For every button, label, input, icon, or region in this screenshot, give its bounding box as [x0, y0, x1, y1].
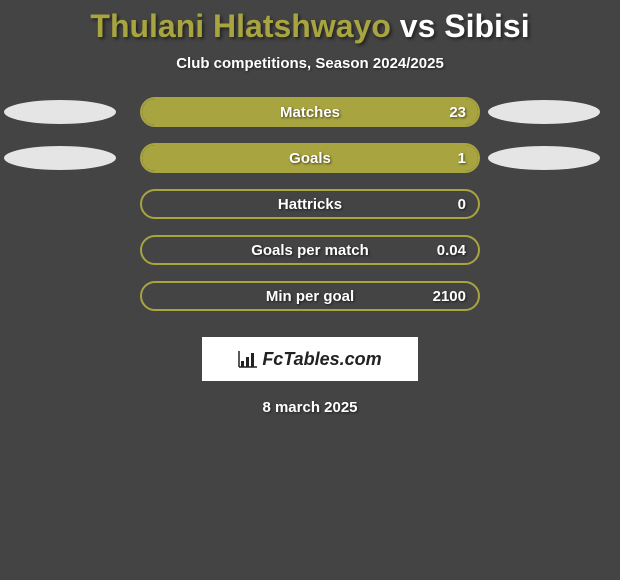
stat-value: 0.04: [437, 237, 466, 263]
right-ellipse: [488, 100, 600, 124]
left-ellipse: [4, 146, 116, 170]
vs-text: vs: [400, 8, 436, 44]
right-ellipse: [488, 146, 600, 170]
stat-row: Hattricks0: [0, 189, 620, 219]
stats-area: Matches23 Goals1 Hattricks0 Goals per match…: [0, 97, 620, 327]
stat-bar: Matches23: [140, 97, 480, 127]
stat-value: 23: [449, 99, 466, 125]
stat-bar: Hattricks0: [140, 189, 480, 219]
logo-text: FcTables.com: [262, 349, 381, 370]
stat-label: Matches: [142, 99, 478, 125]
footer-date: 8 march 2025: [262, 399, 357, 416]
stat-row: Min per goal2100: [0, 281, 620, 311]
stat-value: 2100: [433, 283, 466, 309]
player2-name: Sibisi: [444, 8, 529, 44]
subtitle: Club competitions, Season 2024/2025: [176, 55, 444, 72]
stat-label: Goals: [142, 145, 478, 171]
stat-label: Min per goal: [142, 283, 478, 309]
stat-value: 0: [458, 191, 466, 217]
logo: FcTables.com: [238, 349, 381, 370]
logo-box: FcTables.com: [202, 337, 418, 381]
stat-row: Matches23: [0, 97, 620, 127]
stat-value: 1: [458, 145, 466, 171]
stat-bar: Min per goal2100: [140, 281, 480, 311]
stat-bar: Goals per match0.04: [140, 235, 480, 265]
stat-bar: Goals1: [140, 143, 480, 173]
left-ellipse: [4, 100, 116, 124]
chart-icon: [238, 350, 258, 368]
comparison-title: Thulani Hlatshwayo vs Sibisi: [90, 8, 529, 45]
stat-label: Hattricks: [142, 191, 478, 217]
stat-label: Goals per match: [142, 237, 478, 263]
infographic-container: Thulani Hlatshwayo vs Sibisi Club compet…: [0, 0, 620, 424]
stat-row: Goals per match0.04: [0, 235, 620, 265]
player1-name: Thulani Hlatshwayo: [90, 8, 390, 44]
stat-row: Goals1: [0, 143, 620, 173]
